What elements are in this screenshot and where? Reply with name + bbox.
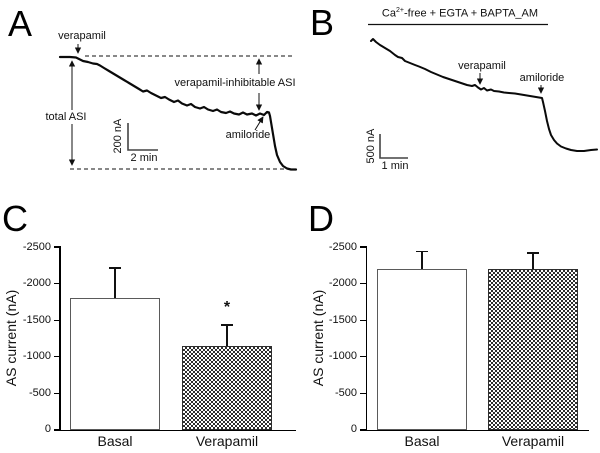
basal-bar-d (377, 268, 467, 430)
panel-d-tick-label: -500 (334, 386, 357, 399)
verapamil-label-b: verapamil (458, 60, 506, 72)
panel-d-y-axis (365, 246, 367, 431)
panel-c-tick-label: -500 (28, 386, 51, 399)
panel-c-xlabel-basal: Basal (97, 433, 133, 449)
panel-c-tick (53, 246, 60, 248)
panel-c-tick (53, 319, 60, 321)
panel-a-plot (58, 44, 298, 171)
verapamil-inhibitable-label: verapamil-inhibitable ASI (174, 77, 296, 89)
panel-c-tick (53, 429, 60, 431)
scalebar-a (127, 123, 158, 151)
panel-c-tick-label: -2000 (22, 277, 51, 289)
panel-d-tick (360, 319, 366, 321)
condition-header: Ca2+-free + EGTA + BAPTA_AM (360, 7, 560, 20)
panel-c-tick-label: -1000 (22, 350, 51, 362)
panel-b-letter: B (310, 2, 335, 43)
verapamil-bar-c (182, 345, 272, 430)
basal-error-cap-c (109, 266, 121, 269)
panel-d-letter: D (308, 198, 334, 239)
panel-d-xlabel-basal: Basal (404, 433, 440, 449)
verapamil-error-bar-d (532, 252, 534, 269)
verapamil-error-cap-c (221, 323, 233, 326)
verapamil-error-cap-d (527, 252, 539, 254)
amiloride-label-b: amiloride (519, 72, 565, 84)
amiloride-arrow-a (254, 116, 264, 131)
panel-c-letter: C (2, 198, 28, 239)
panel-d-tick-label: -2000 (328, 277, 357, 289)
current-trace-b (370, 38, 598, 152)
panel-d-tick (360, 356, 366, 358)
panel-d-xlabel-verapamil: Verapamil (501, 433, 565, 449)
verapamil-bar-d (488, 268, 578, 430)
panel-c-y-axis-title: AS current (nA) (3, 289, 19, 387)
scalebar-a-vertical-label: 200 nA (111, 118, 124, 154)
panel-b-plot (368, 23, 598, 159)
scalebar-a-horizontal-label: 2 min (130, 152, 158, 164)
verapamil-label-a: verapamil (58, 30, 106, 42)
basal-error-bar-d (421, 250, 423, 269)
panel-a-letter: A (8, 3, 33, 44)
panel-d-tick-label: -1000 (328, 350, 357, 362)
verapamil-error-bar-c (226, 323, 228, 346)
basal-bar-c (70, 298, 160, 430)
condition-header-post: -free + EGTA + BAPTA_AM (403, 7, 539, 20)
panel-d-tick (360, 282, 366, 285)
basal-error-bar-c (114, 266, 116, 299)
panel-c-tick-label: -2500 (22, 240, 51, 253)
scalebar-b-vertical-label: 500 nA (364, 128, 377, 164)
panel-d-tick-label: 0 (350, 423, 357, 435)
condition-header-sup: 2+ (395, 7, 404, 14)
panel-d-tick (360, 429, 366, 431)
panel-c-tick (53, 282, 60, 285)
condition-header-pre: Ca (381, 7, 396, 20)
amiloride-label-a: amiloride (225, 129, 271, 141)
panel-d-tick-label: -1500 (328, 313, 357, 326)
panel-c-xlabel-verapamil: Verapamil (195, 433, 259, 449)
scalebar-b-horizontal-label: 1 min (381, 160, 409, 172)
panel-c-tick (53, 392, 60, 395)
panel-c-tick (53, 356, 60, 358)
scalebar-b (379, 134, 408, 159)
current-trace-a (58, 55, 298, 171)
panel-d-x-axis (365, 429, 589, 431)
panel-c-tick-label: 0 (44, 423, 51, 435)
panel-d-tick (360, 392, 366, 395)
significance-asterisk: * (223, 299, 231, 316)
panel-c-y-axis (59, 246, 61, 431)
basal-error-cap-d (416, 250, 428, 253)
panel-d-y-axis-title: AS current (nA) (310, 289, 326, 387)
panel-c-x-axis (59, 429, 296, 431)
panel-d-tick-label: -2500 (328, 240, 357, 253)
total-asi-label: total ASI (45, 111, 87, 123)
panel-c-tick-label: -1500 (22, 313, 51, 326)
panel-d-tick (360, 246, 366, 248)
